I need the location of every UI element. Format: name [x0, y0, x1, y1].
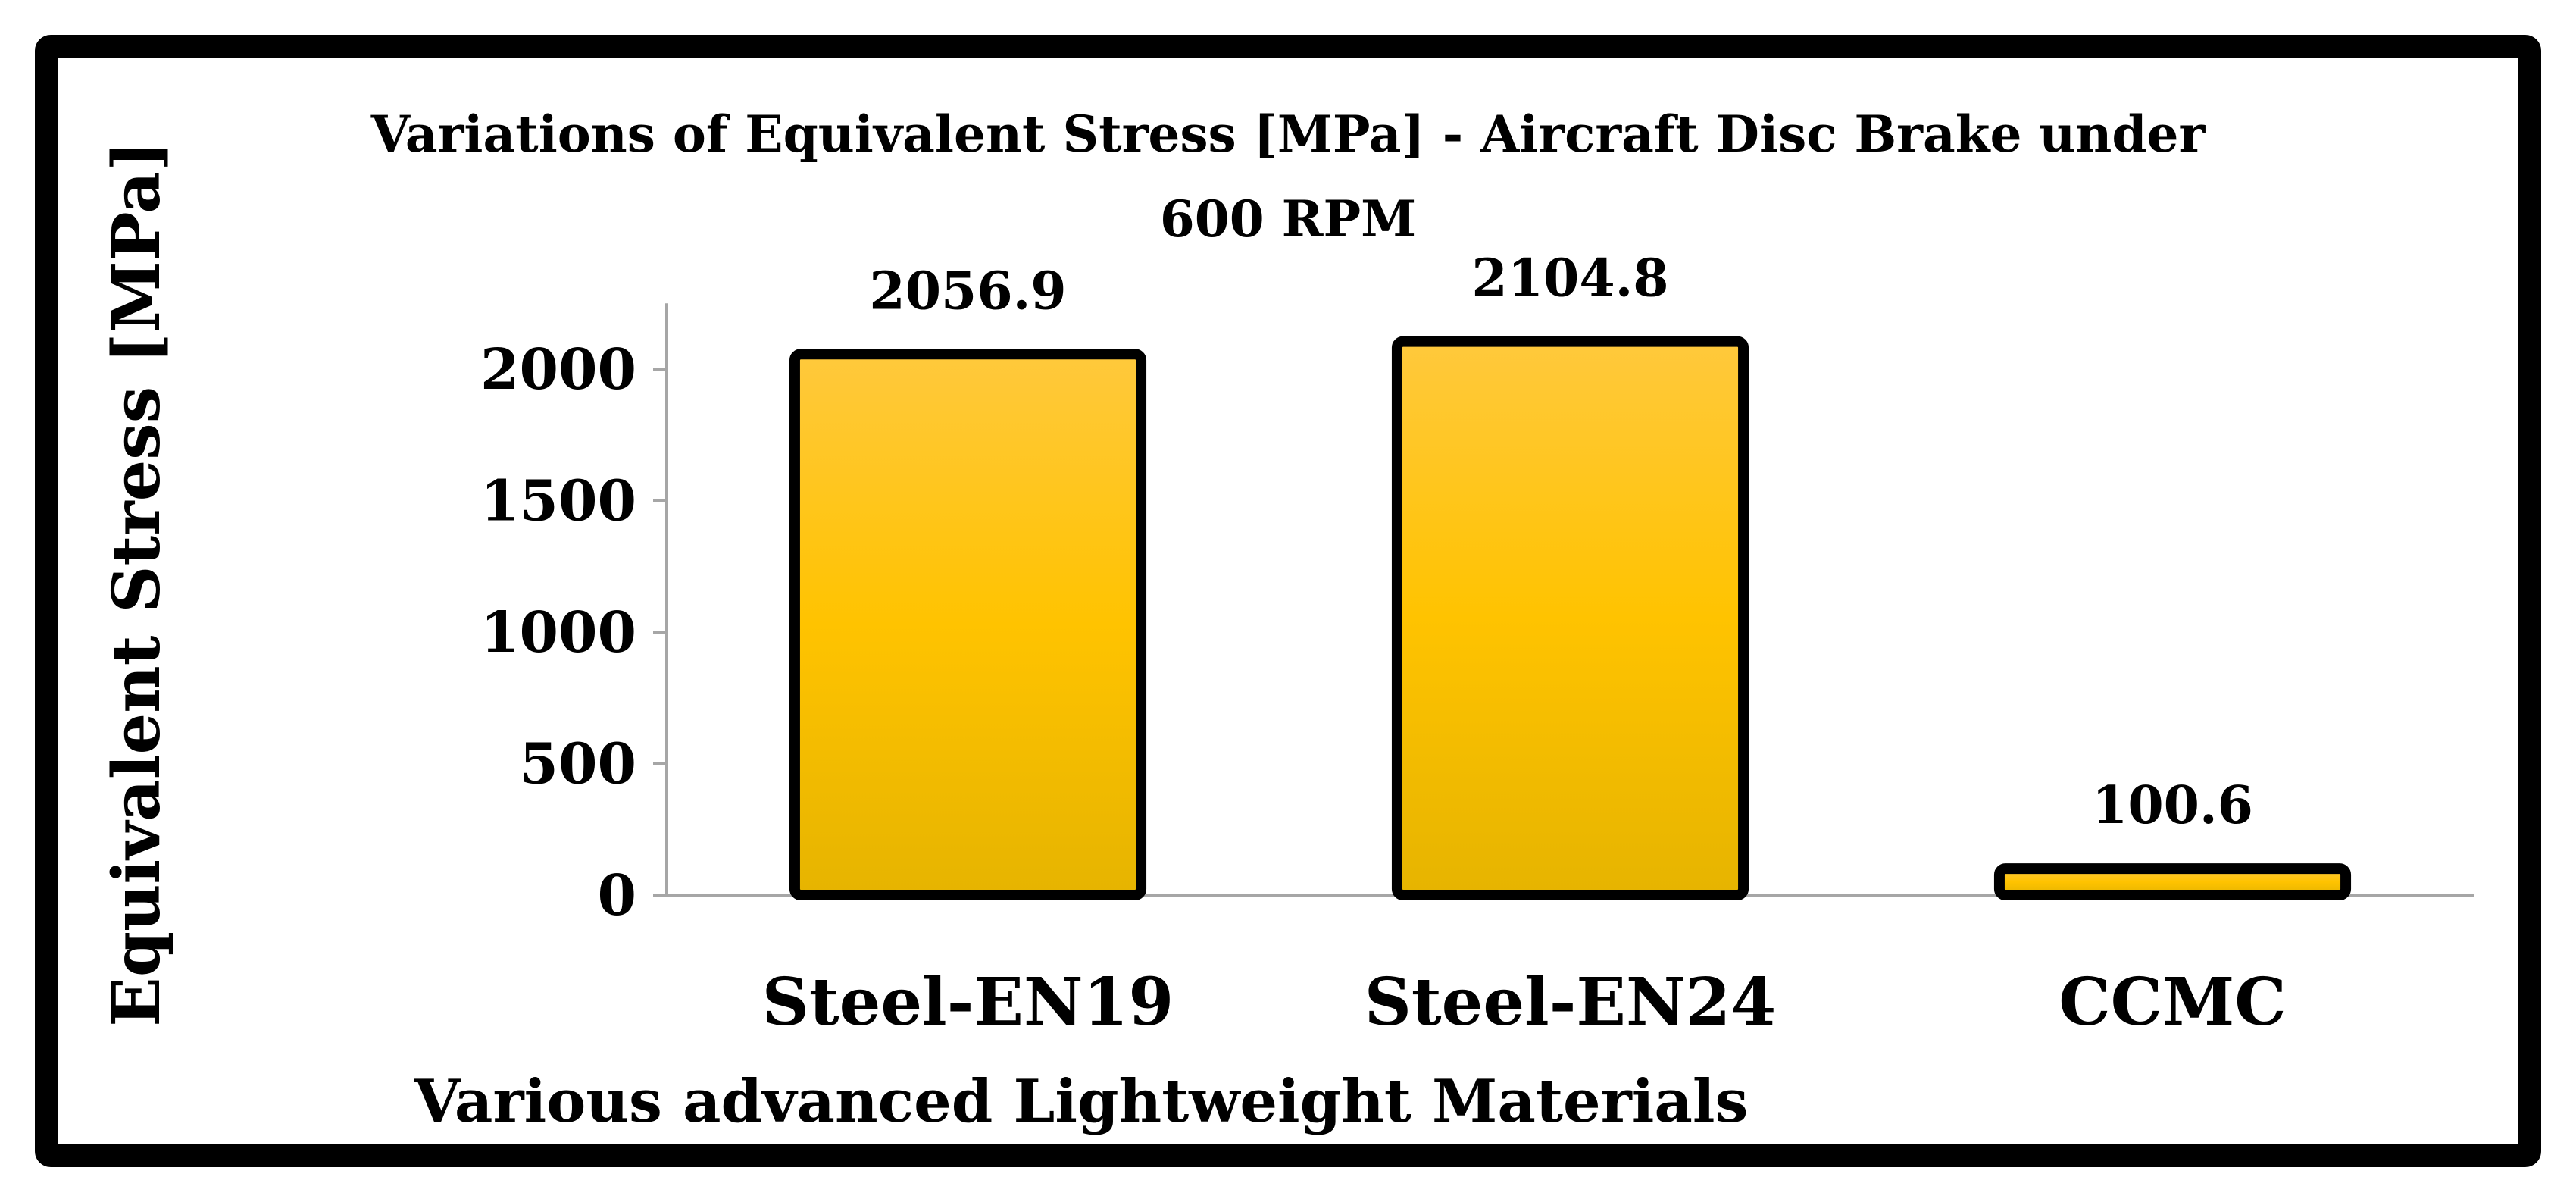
y-tick-label: 2000 [480, 337, 636, 402]
data-label: 2104.8 [1471, 249, 1668, 309]
bar-ccmc [1993, 863, 2352, 900]
y-tick-label: 500 [520, 732, 636, 797]
x-axis-label: Various advanced Lightweight Materials [414, 1067, 1749, 1136]
y-tick-label: 1000 [480, 600, 636, 665]
bar-steel-en19 [789, 349, 1147, 901]
x-category-label: Steel-EN24 [1365, 964, 1776, 1041]
x-category-label: CCMC [2059, 964, 2287, 1041]
y-axis-label: Equivalent Stress [MPa] [98, 140, 175, 1026]
chart-title-line-1: Variations of Equivalent Stress [MPa] - … [370, 105, 2206, 164]
data-label: 2056.9 [869, 261, 1066, 321]
bar-steel-en24 [1391, 336, 1749, 900]
y-tick-label: 0 [598, 863, 637, 928]
x-category-label: Steel-EN19 [762, 964, 1174, 1041]
y-tick-label: 1500 [480, 469, 636, 534]
data-label: 100.6 [2092, 775, 2253, 836]
chart-title-line-2: 600 RPM [1160, 189, 1416, 249]
